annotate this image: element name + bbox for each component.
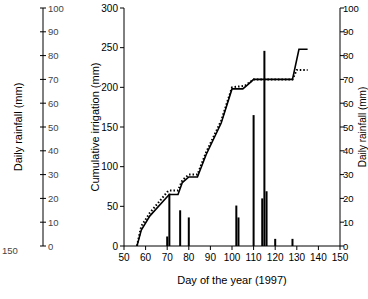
x-tick: [318, 246, 319, 250]
outer-y2-tick: [40, 198, 46, 199]
outer-y2-tick-label: 80: [48, 50, 59, 61]
y2-tick-label: 80: [343, 50, 354, 61]
outer-y2-axis-label: Daily rainfall (mm): [12, 83, 24, 172]
outer-y2-tick: [40, 150, 46, 151]
rain-bar: [274, 239, 276, 246]
outer-y2-tick: [40, 79, 46, 80]
annotation: 150: [2, 245, 18, 256]
y-tick: [120, 87, 124, 88]
rain-bar: [261, 198, 263, 246]
outer-y2-tick: [40, 174, 46, 175]
x-tick: [275, 246, 276, 250]
y-tick-label: 0: [112, 241, 118, 252]
x-tick: [145, 246, 146, 250]
x-tick-label: 110: [246, 252, 262, 263]
outer-y2-tick: [40, 127, 46, 128]
outer-y2-tick-label: 70: [48, 74, 59, 85]
outer-y2-tick-label: 40: [48, 145, 59, 156]
y2-tick-label: 90: [343, 26, 354, 37]
outer-y2-tick: [40, 222, 46, 223]
outer-y2-tick-label: 20: [48, 193, 59, 204]
outer-y2-tick-label: 30: [48, 169, 59, 180]
outer-y2-tick-label: 100: [48, 3, 64, 14]
y-tick-label: 50: [107, 201, 119, 212]
x-tick: [124, 246, 125, 250]
y2-tick-label: 30: [343, 169, 354, 180]
outer-y2-tick-label: 60: [48, 98, 59, 109]
y2-tick-label: 50: [343, 122, 354, 133]
y2-tick-label: 20: [343, 193, 354, 204]
y-tick-label: 250: [101, 42, 118, 53]
x-tick: [188, 246, 189, 250]
y2-tick-label: 60: [343, 98, 354, 109]
y-tick: [120, 47, 124, 48]
x-tick-label: 60: [140, 252, 152, 263]
y-tick: [120, 206, 124, 207]
rain-bar: [237, 217, 239, 246]
x-tick-label: 50: [118, 252, 130, 263]
y-tick-label: 200: [101, 82, 118, 93]
y2-tick-label: 40: [343, 145, 354, 156]
x-tick-label: 140: [310, 252, 327, 263]
rain-bar: [168, 194, 170, 246]
x-tick-label: 100: [224, 252, 241, 263]
rain-bar: [235, 206, 237, 246]
x-tick: [167, 246, 168, 250]
x-tick: [253, 246, 254, 250]
y-tick-label: 150: [101, 122, 118, 133]
y-tick: [120, 166, 124, 167]
y2-tick-label: 10: [343, 217, 354, 228]
outer-y2-tick: [40, 103, 46, 104]
x-tick-label: 120: [267, 252, 284, 263]
irrigation-line: [137, 49, 308, 246]
rain-bar: [166, 236, 168, 246]
y-tick-label: 100: [101, 161, 118, 172]
y-tick: [120, 127, 124, 128]
rain-bar: [179, 210, 181, 246]
x-tick: [296, 246, 297, 250]
irrigation-line: [137, 70, 308, 246]
x-tick-label: 90: [205, 252, 217, 263]
outer-y2-tick: [40, 246, 46, 247]
outer-y2-tick-label: 0: [48, 241, 53, 252]
x-tick-label: 70: [162, 252, 174, 263]
y2-tick-label: 0: [343, 241, 348, 252]
rain-bar: [263, 51, 265, 246]
outer-y2-tick-label: 10: [48, 217, 59, 228]
x-tick-label: 80: [183, 252, 195, 263]
outer-y2-tick: [40, 8, 46, 9]
y-tick-label: 300: [101, 3, 118, 14]
outer-y2-tick-label: 90: [48, 26, 59, 37]
y-axis-label: Cumulative irrigation (mm): [89, 63, 101, 192]
rain-bar: [266, 191, 268, 246]
y-tick: [120, 8, 124, 9]
x-tick: [232, 246, 233, 250]
x-tick: [340, 246, 341, 250]
outer-y2-tick: [40, 55, 46, 56]
x-tick-label: 130: [288, 252, 305, 263]
y2-tick-label: 100: [343, 3, 359, 14]
rain-bar: [291, 239, 293, 246]
rain-bar: [253, 115, 255, 246]
chart: 5060708090100110120130140150050100150200…: [0, 0, 368, 299]
y2-axis-label: Daily rainfall (mm): [357, 87, 368, 168]
rain-bar: [188, 217, 190, 246]
outer-y2-tick-label: 50: [48, 122, 59, 133]
x-tick-label: 150: [332, 252, 349, 263]
y2-tick-label: 70: [343, 74, 354, 85]
outer-y2-tick: [40, 31, 46, 32]
y-tick: [120, 246, 124, 247]
x-tick: [210, 246, 211, 250]
x-axis-label: Day of the year (1997): [177, 274, 286, 286]
plot-area: [137, 49, 308, 246]
